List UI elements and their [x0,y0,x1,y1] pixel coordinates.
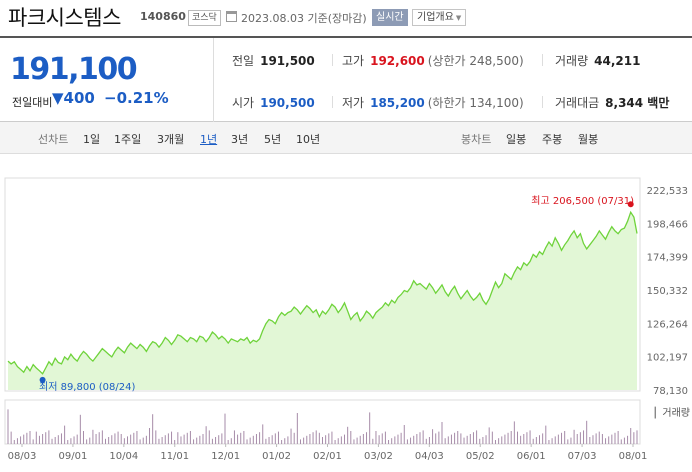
x-tick-label: 05/02 [466,451,495,462]
x-tick-label: 04/03 [415,451,444,462]
candle-chart-label: 봉차트 [461,133,492,146]
y-tick-label: 102,197 [647,353,688,364]
price-area [8,212,637,390]
prev-close-value: 191,500 [260,54,315,68]
company-overview-label: 기업개요 [417,12,454,23]
trade-value-label: 거래대금 [555,96,600,110]
period-3y[interactable]: 3년 [231,133,249,146]
volume: 거래량 44,211 [555,52,640,69]
trade-value: 거래대금 8,344 백만 [555,94,669,111]
x-tick-label: 09/01 [59,451,88,462]
day-high: 고가 192,600 (상한가 248,500) [342,52,524,69]
low-annotation: 최저 89,800 (08/24) [39,381,135,393]
as-of-date: 2023.08.03 기준(장마감) [241,12,367,25]
calendar-icon [226,11,237,22]
day-open: 시가 190,500 [232,94,315,111]
candle-monthly[interactable]: 월봉 [578,133,599,146]
x-tick-label: 07/03 [568,451,597,462]
x-tick-label: 03/02 [364,451,393,462]
price-summary: 191,100 전일대비 ▼400 −0.21% [0,38,214,122]
chart-toolbar: 선차트 1일 1주일 3개월 1년 3년 5년 10년 봉차트 일봉 주봉 월봉 [0,122,692,154]
price-line [7,210,638,375]
y-tick-label: 150,332 [647,286,688,297]
current-price: 191,100 [10,52,138,87]
trade-value-value: 8,344 백만 [605,96,670,110]
open-value: 190,500 [260,96,315,110]
high-label: 고가 [342,54,365,68]
candle-weekly[interactable]: 주봉 [542,133,563,146]
high-value: 192,600 [370,54,425,68]
candle-daily[interactable]: 일봉 [506,133,527,146]
change-label: 전일대비 [12,96,53,109]
quote-panel: 191,100 전일대비 ▼400 −0.21% 전일 191,500 고가 192… [0,36,692,122]
line-chart-label: 선차트 [38,133,69,146]
company-overview-button[interactable]: 기업개요 ▼ [412,9,467,26]
prev-close-label: 전일 [232,54,255,68]
x-tick-label: 06/01 [517,451,546,462]
high-annotation: 최고 206,500 (07/31) [531,195,634,207]
volume-label: 거래량 [555,54,589,68]
plot-frame [4,177,641,392]
upper-limit: (상한가 248,500) [427,54,524,68]
x-tick-label: 08/01 [619,451,648,462]
price-chart[interactable]: 222,533 198,466 174,399 150,332 126,264 102,1… [0,160,692,472]
period-1y[interactable]: 1년 [200,133,218,146]
divider [332,96,333,108]
low-marker [39,376,46,383]
y-tick-label: 198,466 [647,219,688,230]
x-tick-label: 02/01 [313,451,342,462]
volume-label: ▏거래량 [654,406,690,419]
x-tick-label: 01/02 [262,451,291,462]
divider [332,54,333,66]
stock-code: 140860 [140,10,186,23]
prev-close: 전일 191,500 [232,52,315,69]
x-tick-label: 10/04 [109,451,138,462]
x-tick-label: 11/01 [160,451,189,462]
y-tick-label: 174,399 [647,253,688,264]
market-badge: 코스닥 [188,10,221,26]
period-10y[interactable]: 10년 [296,133,321,146]
change-value: ▼400 [52,89,95,107]
period-1w[interactable]: 1주일 [114,133,142,146]
lower-limit: (하한가 134,100) [427,96,524,110]
open-label: 시가 [232,96,255,110]
y-tick-label: 222,533 [647,186,688,197]
divider [542,96,543,108]
stock-header: 파크시스템스 140860 코스닥 2023.08.03 기준(장마감) 실시간… [0,0,692,36]
high-marker [627,201,634,208]
caret-down-icon: ▼ [455,14,462,22]
stock-name: 파크시스템스 [8,6,121,30]
divider [542,54,543,66]
price-chart-svg: 222,533 198,466 174,399 150,332 126,264 102,1… [4,177,690,462]
period-1d[interactable]: 1일 [83,133,101,146]
x-tick-label: 08/03 [8,451,37,462]
period-3m[interactable]: 3개월 [157,133,185,146]
realtime-button[interactable]: 실시간 [372,9,408,26]
y-tick-label: 126,264 [647,319,688,330]
y-tick-label: 78,130 [653,386,688,397]
period-5y[interactable]: 5년 [264,133,282,146]
day-low: 저가 185,200 (하한가 134,100) [342,94,524,111]
x-tick-label: 12/01 [211,451,240,462]
low-label: 저가 [342,96,365,110]
change-percent: −0.21% [104,89,169,107]
volume-value: 44,211 [594,54,641,68]
low-value: 185,200 [370,96,425,110]
